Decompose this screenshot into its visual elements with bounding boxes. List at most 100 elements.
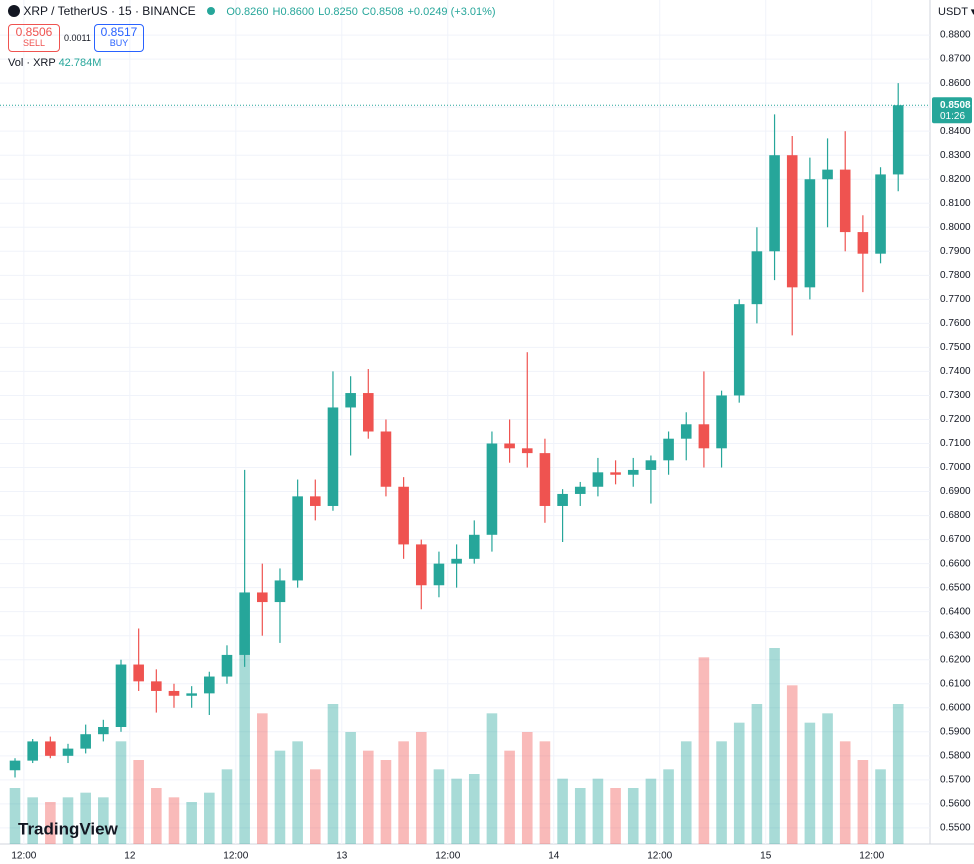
spread: 0.0011 [64, 33, 91, 43]
candle-body [274, 580, 286, 603]
candle-body [804, 179, 816, 288]
y-tick-label: 0.7500 [940, 342, 971, 353]
candle-body [468, 534, 480, 559]
volume-bar [310, 769, 321, 844]
volume-bar [539, 741, 551, 844]
candle-body [645, 460, 657, 470]
volume-bar [627, 788, 639, 844]
candle-body [698, 424, 710, 449]
volume-bar [62, 797, 74, 844]
volume-legend: Vol · XRP 42.784M [8, 57, 101, 69]
y-tick-label: 0.6800 [940, 510, 971, 521]
candle-body [186, 693, 197, 696]
candle-body [451, 558, 462, 564]
volume-bar [610, 788, 621, 844]
y-tick-label: 0.7300 [940, 390, 971, 401]
candle-body [380, 431, 392, 487]
volume-bar [433, 769, 445, 844]
candle-body [327, 407, 339, 506]
candle-body [786, 155, 798, 288]
y-tick-label: 0.6200 [940, 654, 971, 665]
y-tick-label: 0.6000 [940, 702, 971, 713]
volume-bar [822, 713, 833, 844]
countdown: 01:26 [940, 111, 965, 122]
x-tick-label: 12:00 [435, 851, 460, 862]
x-tick-label: 12:00 [859, 851, 884, 862]
candle-body [521, 448, 533, 454]
ohlc-item: H0.8600 [272, 6, 315, 18]
volume-label: Vol · XRP [8, 57, 56, 69]
volume-bar [186, 802, 197, 844]
candle-body [663, 438, 674, 461]
status-dot [206, 7, 215, 15]
candle-body [875, 174, 886, 254]
candle-body [857, 232, 869, 254]
y-tick-label: 0.7100 [940, 438, 971, 449]
y-tick-label: 0.8800 [940, 30, 971, 41]
volume-bar [239, 634, 250, 844]
volume-bar [663, 769, 674, 844]
volume-bar [380, 760, 392, 844]
last-price-label: 0.8508 [940, 100, 971, 111]
y-tick-label: 0.8000 [940, 222, 971, 233]
buy-button[interactable]: 0.8517 BUY [94, 24, 144, 52]
x-tick-label: 12:00 [11, 851, 36, 862]
candle-body [822, 169, 833, 180]
symbol: XRP / TetherUS · 15 · BINANCE [23, 4, 196, 18]
sell-price: 0.8506 [15, 25, 53, 39]
volume-bar [804, 722, 816, 844]
candle-body [9, 760, 21, 771]
currency-button[interactable]: USDT ▾ [938, 6, 974, 18]
volume-bar [9, 788, 21, 844]
x-tick-label: 13 [336, 851, 348, 862]
candle-body [733, 304, 745, 396]
x-tick-label: 14 [548, 851, 560, 862]
candle-body [292, 496, 303, 581]
volume-bar [115, 741, 127, 844]
sell-label: SELL [22, 38, 46, 48]
candle-body [539, 453, 551, 506]
y-tick-label: 0.8300 [940, 150, 971, 161]
y-tick-label: 0.6300 [940, 630, 971, 641]
candle-body [751, 251, 763, 305]
volume-bar [486, 713, 498, 844]
candle-body [62, 748, 74, 756]
y-tick-label: 0.8600 [940, 78, 971, 89]
candle-body [362, 393, 374, 432]
currency: USDT [938, 6, 968, 18]
candle-body [839, 169, 851, 233]
candle-body [310, 496, 321, 506]
volume-bar [733, 722, 745, 844]
volume-bar [716, 741, 727, 844]
candle-body [769, 155, 780, 252]
volume-bar [751, 704, 763, 844]
y-tick-label: 0.7900 [940, 246, 971, 257]
candle-body [680, 424, 692, 439]
y-tick-label: 0.6900 [940, 486, 971, 497]
candle-body [627, 469, 639, 475]
volume-bar [504, 750, 515, 844]
y-tick-label: 0.8100 [940, 198, 971, 209]
volume-bar [839, 741, 851, 844]
y-tick-label: 0.5600 [940, 799, 971, 810]
volume-bar [645, 778, 657, 844]
ohlc-item: O0.8260 [226, 6, 269, 18]
y-tick-label: 0.7800 [940, 270, 971, 281]
candle-body [398, 486, 409, 545]
sell-button[interactable]: 0.8506 SELL [8, 24, 60, 52]
volume-bar [786, 685, 798, 844]
candle-body [115, 664, 127, 727]
volume-bar [151, 788, 162, 844]
y-tick-label: 0.7000 [940, 462, 971, 473]
logo: TradingView [18, 819, 119, 838]
candle-body [257, 592, 268, 603]
y-tick-label: 0.6100 [940, 678, 971, 689]
candle-body [168, 690, 180, 696]
volume-bar [892, 704, 904, 844]
y-tick-label: 0.8400 [940, 126, 971, 137]
buy-label: BUY [109, 38, 129, 48]
candle-body [486, 443, 498, 535]
candle-body [204, 676, 215, 694]
